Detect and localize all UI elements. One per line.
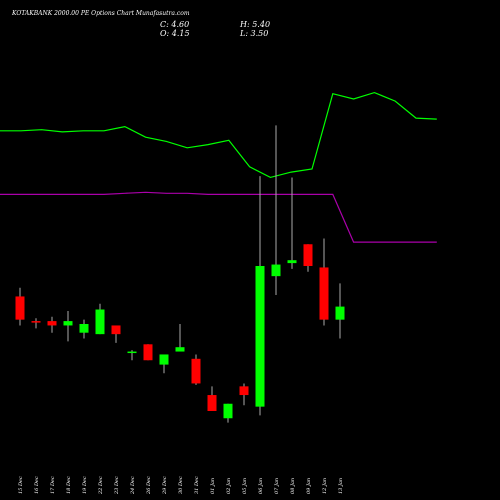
x-tick-label-21: 13 Jan <box>338 478 344 494</box>
candle-body-7 <box>111 325 121 335</box>
x-tick-label-19: 09 Jan <box>306 478 312 494</box>
x-tick-label-12: 31 Dec <box>194 476 200 494</box>
candle-body-11 <box>175 347 185 352</box>
x-tick-label-2: 16 Dec <box>34 476 40 494</box>
purple-indicator-line <box>0 191 437 243</box>
x-tick-label-8: 24 Dec <box>130 476 136 495</box>
candle-body-17 <box>271 264 281 277</box>
candle-body-15 <box>239 386 249 396</box>
chart-title: KOTAKBANK 2000.00 PE Options Chart Munaf… <box>12 10 190 17</box>
x-tick-label-17: 07 Jan <box>274 478 280 494</box>
candle-body-16 <box>255 266 265 407</box>
candle-body-5 <box>79 324 89 333</box>
candle-body-20 <box>319 267 329 320</box>
x-tick-label-9: 26 Dec <box>146 476 152 495</box>
x-tick-label-3: 17 Dec <box>50 476 56 494</box>
candle-body-18 <box>287 260 297 264</box>
x-tick-label-5: 19 Dec <box>82 476 88 494</box>
candle-body-9 <box>143 344 153 361</box>
candle-body-10 <box>159 354 169 365</box>
x-tick-label-20: 12 Jan <box>322 478 328 494</box>
x-tick-label-16: 06 Jan <box>258 478 264 494</box>
x-tick-label-15: 05 Jan <box>242 478 248 494</box>
candle-body-6 <box>95 309 105 335</box>
candle-body-8 <box>127 351 137 354</box>
x-tick-label-1: 15 Dec <box>18 476 24 494</box>
x-tick-label-14: 02 Jan <box>226 478 232 494</box>
candle-body-21 <box>335 306 345 320</box>
x-tick-label-10: 29 Dec <box>162 476 168 495</box>
x-tick-label-4: 18 Dec <box>66 476 72 494</box>
open-value: O: 4.15 <box>160 29 190 38</box>
low-value: L: 3.50 <box>240 29 269 38</box>
candle-body-14 <box>223 403 233 419</box>
x-tick-label-13: 01 Jan <box>210 478 216 494</box>
candle-body-19 <box>303 244 313 266</box>
candle-body-3 <box>47 321 57 326</box>
x-tick-label-7: 23 Dec <box>114 476 120 495</box>
x-tick-label-6: 22 Dec <box>98 476 104 495</box>
candle-body-13 <box>207 395 217 411</box>
close-value: C: 4.60 <box>160 20 190 29</box>
candle-body-1 <box>15 296 25 320</box>
candle-body-12 <box>191 358 201 384</box>
green-indicator-line <box>0 91 437 179</box>
candle-body-2 <box>31 321 41 323</box>
high-value: H: 5.40 <box>240 20 271 29</box>
x-tick-label-18: 08 Jan <box>290 478 296 494</box>
candle-body-4 <box>63 321 73 326</box>
x-tick-label-11: 30 Dec <box>178 476 184 494</box>
